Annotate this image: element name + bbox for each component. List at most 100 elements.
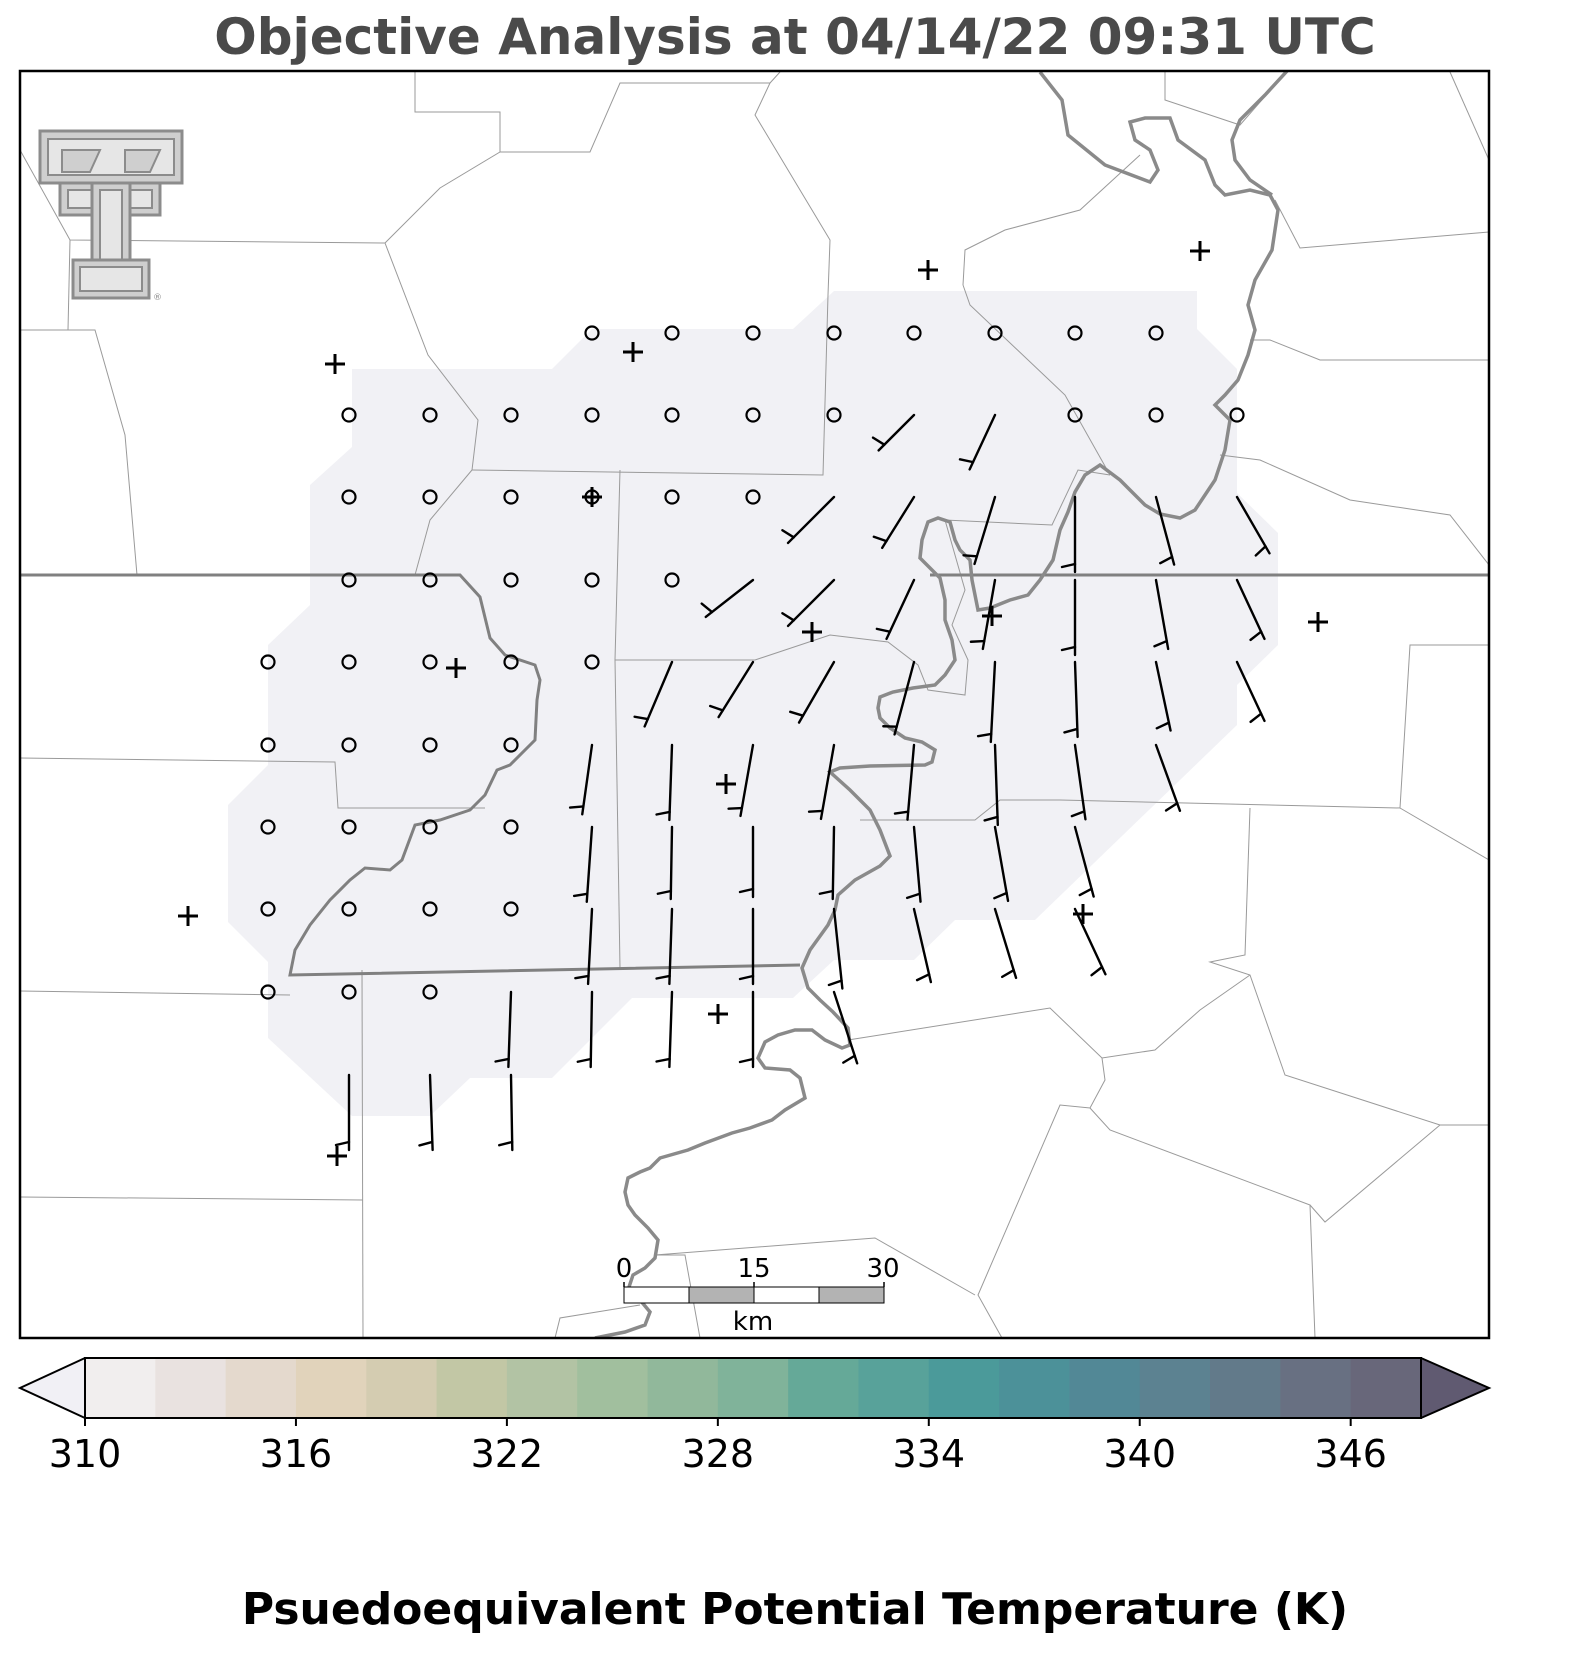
calm-wind-circle: [664, 325, 680, 341]
calm-wind-circle: [260, 901, 276, 917]
wind-barb: [633, 660, 674, 728]
colorbar-title: Psuedoequivalent Potential Temperature (…: [241, 1584, 1349, 1635]
calm-wind-circle: [260, 984, 276, 1000]
colorbar-segment: [85, 1358, 156, 1418]
calm-wind-circle: [422, 572, 438, 588]
colorbar-ticks: 310 316 322 328 334 340 346: [49, 1418, 1387, 1476]
map-area: 0 15 30 km ®: [20, 71, 1489, 1338]
calm-wind-circle: [260, 654, 276, 670]
wind-barb: [781, 495, 836, 545]
colorbar-segment: [155, 1358, 227, 1418]
wind-barb: [494, 990, 513, 1069]
colorbar-extend-low: [20, 1358, 85, 1418]
colorbar-tick-label: 328: [682, 1432, 755, 1476]
wind-barb: [1235, 495, 1271, 557]
scale-label-15: 15: [737, 1254, 770, 1284]
colorbar-segment: [506, 1358, 578, 1418]
colorbar-segment: [1139, 1358, 1211, 1418]
analysis-fill-region: [228, 291, 1278, 1116]
scale-unit-label: km: [733, 1307, 773, 1337]
calm-wind-circle: [826, 325, 842, 341]
wind-barb: [882, 660, 916, 736]
calm-wind-circle: [503, 737, 519, 753]
wind-barb: [1060, 578, 1077, 657]
wind-barb: [976, 660, 997, 744]
wind-barb: [568, 743, 594, 816]
calm-wind-circle: [503, 819, 519, 835]
calm-wind-circle: [341, 489, 357, 505]
wind-barb: [781, 578, 836, 628]
calm-wind-circle: [422, 984, 438, 1000]
wind-barb: [871, 413, 916, 452]
wind-barb: [498, 1073, 514, 1152]
wind-barb: [807, 743, 836, 821]
station-markers: [178, 241, 1328, 1166]
wind-barb: [1073, 825, 1095, 898]
colorbar-tick-label: 322: [471, 1432, 544, 1476]
wind-barb: [656, 825, 674, 901]
wind-barb: [1073, 907, 1107, 977]
wind-barb: [905, 825, 922, 903]
calm-wind-circle: [260, 737, 276, 753]
wind-barb: [912, 907, 933, 984]
calm-wind-circle: [584, 654, 600, 670]
wind-barb: [993, 825, 1010, 903]
colorbar-tick-label: 340: [1103, 1432, 1176, 1476]
calm-wind-circle: [664, 407, 680, 423]
wind-barb: [655, 743, 674, 822]
wind-barb: [1063, 660, 1079, 739]
calm-wind-circle: [987, 325, 1003, 341]
station-marker: [708, 1004, 728, 1024]
station-marker: [918, 260, 938, 280]
wind-barb: [875, 578, 916, 641]
calm-wind-circle: [503, 489, 519, 505]
colorbar: 310 316 322 328 334 340 346: [17, 1357, 1492, 1476]
wind-barb: [1070, 743, 1087, 821]
station-marker: [802, 622, 822, 642]
map-frame: [18, 69, 1491, 1340]
calm-wind-circle: [503, 572, 519, 588]
wind-barb: [827, 907, 844, 990]
calm-wind-circle: [584, 572, 600, 588]
calm-wind-circle: [422, 901, 438, 917]
calm-wind-circle: [1148, 325, 1164, 341]
calm-wind-circle: [341, 654, 357, 670]
wind-barb: [1153, 578, 1170, 651]
station-marker: [1073, 904, 1093, 924]
calm-wind-circle: [1067, 407, 1083, 423]
calm-wind-circle: [745, 489, 761, 505]
colorbar-segment: [366, 1358, 438, 1418]
calm-wind-circle: [341, 407, 357, 423]
wind-barb: [738, 990, 755, 1069]
colorbar-segment: [436, 1358, 508, 1418]
calm-wind-circle: [826, 407, 842, 423]
calm-wind-circle: [422, 819, 438, 835]
wind-barb: [993, 907, 1018, 980]
wind-barb: [572, 825, 594, 904]
wind-barb: [738, 907, 755, 986]
wind-barb: [655, 907, 674, 986]
wind-barb: [727, 743, 755, 818]
colorbar-tick-label: 334: [893, 1432, 966, 1476]
wind-barb: [1154, 660, 1172, 732]
calm-wind-circle: [422, 407, 438, 423]
colorbar-tick-label: 346: [1314, 1432, 1387, 1476]
wind-barb: [962, 495, 997, 566]
calm-wind-circle: [260, 819, 276, 835]
calm-wind-circle: [503, 654, 519, 670]
calm-wind-circle: [341, 901, 357, 917]
station-marker: [1308, 612, 1328, 632]
colorbar-segment: [788, 1358, 859, 1418]
registered-mark: ®: [153, 293, 162, 303]
wind-barb: [1235, 660, 1266, 724]
wind-barb: [576, 990, 594, 1069]
station-marker: [178, 906, 198, 926]
calm-wind-circle: [422, 489, 438, 505]
colorbar-segment: [647, 1358, 719, 1418]
colorbar-segment: [858, 1358, 930, 1418]
wind-barb: [969, 578, 997, 651]
calm-wind-circle: [906, 325, 922, 341]
station-marker: [327, 1146, 347, 1166]
map-title: Objective Analysis at 04/14/22 09:31 UTC: [214, 8, 1376, 66]
